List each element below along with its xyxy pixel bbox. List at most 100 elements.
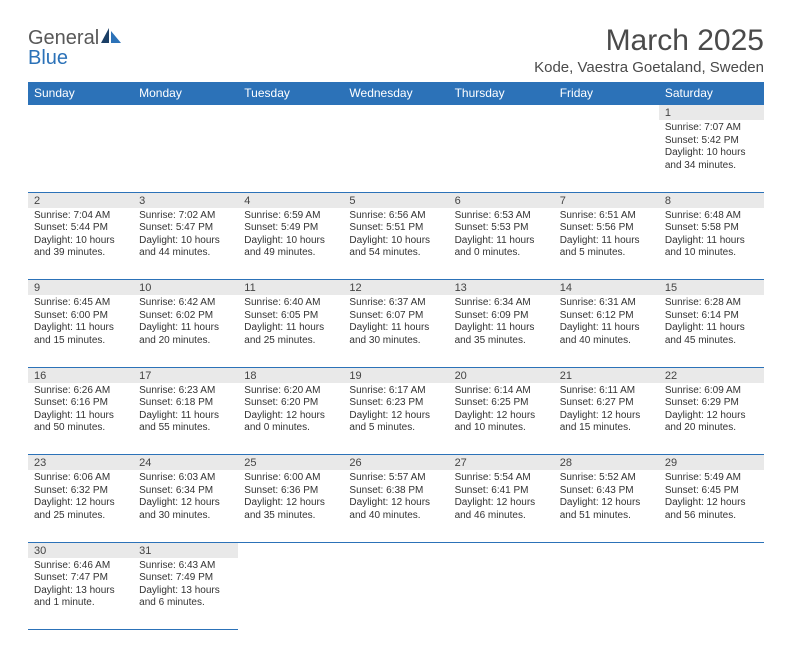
daylight-line: Daylight: 12 hours and 0 minutes. bbox=[244, 410, 337, 435]
day-number bbox=[449, 105, 554, 121]
day-number-row: 16171819202122 bbox=[28, 367, 764, 383]
day-cell-body: Sunrise: 6:03 AMSunset: 6:34 PMDaylight:… bbox=[133, 470, 238, 526]
day-cell-body: Sunrise: 7:07 AMSunset: 5:42 PMDaylight:… bbox=[659, 120, 764, 176]
day-cell: Sunrise: 6:23 AMSunset: 6:18 PMDaylight:… bbox=[133, 383, 238, 455]
day-cell-body: Sunrise: 6:46 AMSunset: 7:47 PMDaylight:… bbox=[28, 558, 133, 614]
day-number: 23 bbox=[28, 455, 133, 471]
day-number bbox=[554, 105, 659, 121]
day-number: 17 bbox=[133, 367, 238, 383]
sunset-line: Sunset: 6:09 PM bbox=[455, 310, 548, 323]
weekday-header: Saturday bbox=[659, 82, 764, 105]
sunrise-line: Sunrise: 6:06 AM bbox=[34, 472, 127, 485]
day-cell: Sunrise: 7:04 AMSunset: 5:44 PMDaylight:… bbox=[28, 208, 133, 280]
day-cell-body: Sunrise: 6:51 AMSunset: 5:56 PMDaylight:… bbox=[554, 208, 659, 264]
day-cell bbox=[133, 120, 238, 192]
day-cell: Sunrise: 6:03 AMSunset: 6:34 PMDaylight:… bbox=[133, 470, 238, 542]
daylight-line: Daylight: 12 hours and 40 minutes. bbox=[349, 497, 442, 522]
day-cell bbox=[659, 558, 764, 630]
day-cell-body: Sunrise: 6:37 AMSunset: 6:07 PMDaylight:… bbox=[343, 295, 448, 351]
day-cell-body: Sunrise: 6:34 AMSunset: 6:09 PMDaylight:… bbox=[449, 295, 554, 351]
day-number: 14 bbox=[554, 280, 659, 296]
day-cell-body: Sunrise: 6:59 AMSunset: 5:49 PMDaylight:… bbox=[238, 208, 343, 264]
sunrise-line: Sunrise: 6:37 AM bbox=[349, 297, 442, 310]
calendar-table: SundayMondayTuesdayWednesdayThursdayFrid… bbox=[28, 82, 764, 630]
day-cell: Sunrise: 7:07 AMSunset: 5:42 PMDaylight:… bbox=[659, 120, 764, 192]
sunrise-line: Sunrise: 6:40 AM bbox=[244, 297, 337, 310]
day-number: 16 bbox=[28, 367, 133, 383]
daylight-line: Daylight: 12 hours and 46 minutes. bbox=[455, 497, 548, 522]
day-cell-body: Sunrise: 6:14 AMSunset: 6:25 PMDaylight:… bbox=[449, 383, 554, 439]
sunset-line: Sunset: 6:00 PM bbox=[34, 310, 127, 323]
sunrise-line: Sunrise: 5:49 AM bbox=[665, 472, 758, 485]
daylight-line: Daylight: 10 hours and 39 minutes. bbox=[34, 235, 127, 260]
sunset-line: Sunset: 6:20 PM bbox=[244, 397, 337, 410]
daylight-line: Daylight: 11 hours and 10 minutes. bbox=[665, 235, 758, 260]
day-number bbox=[238, 542, 343, 558]
day-cell: Sunrise: 6:34 AMSunset: 6:09 PMDaylight:… bbox=[449, 295, 554, 367]
sunset-line: Sunset: 5:42 PM bbox=[665, 135, 758, 148]
sail-icon bbox=[100, 28, 122, 46]
day-cell-body: Sunrise: 6:11 AMSunset: 6:27 PMDaylight:… bbox=[554, 383, 659, 439]
sunset-line: Sunset: 6:02 PM bbox=[139, 310, 232, 323]
sunset-line: Sunset: 6:25 PM bbox=[455, 397, 548, 410]
sunrise-line: Sunrise: 5:54 AM bbox=[455, 472, 548, 485]
day-number: 7 bbox=[554, 192, 659, 208]
day-number-row: 1 bbox=[28, 105, 764, 121]
daylight-line: Daylight: 12 hours and 20 minutes. bbox=[665, 410, 758, 435]
weekday-header: Thursday bbox=[449, 82, 554, 105]
sunset-line: Sunset: 6:12 PM bbox=[560, 310, 653, 323]
day-number-row: 23242526272829 bbox=[28, 455, 764, 471]
day-number: 20 bbox=[449, 367, 554, 383]
day-content-row: Sunrise: 7:04 AMSunset: 5:44 PMDaylight:… bbox=[28, 208, 764, 280]
sunrise-line: Sunrise: 6:28 AM bbox=[665, 297, 758, 310]
day-cell bbox=[554, 120, 659, 192]
logo-part1: General bbox=[28, 27, 99, 49]
day-cell-body: Sunrise: 6:00 AMSunset: 6:36 PMDaylight:… bbox=[238, 470, 343, 526]
day-cell: Sunrise: 6:56 AMSunset: 5:51 PMDaylight:… bbox=[343, 208, 448, 280]
sunset-line: Sunset: 5:56 PM bbox=[560, 222, 653, 235]
day-cell-body: Sunrise: 5:54 AMSunset: 6:41 PMDaylight:… bbox=[449, 470, 554, 526]
daylight-line: Daylight: 11 hours and 45 minutes. bbox=[665, 322, 758, 347]
sunrise-line: Sunrise: 6:59 AM bbox=[244, 210, 337, 223]
day-cell: Sunrise: 6:48 AMSunset: 5:58 PMDaylight:… bbox=[659, 208, 764, 280]
sunset-line: Sunset: 6:07 PM bbox=[349, 310, 442, 323]
logo-text: General Blue bbox=[28, 28, 122, 68]
day-cell: Sunrise: 6:09 AMSunset: 6:29 PMDaylight:… bbox=[659, 383, 764, 455]
daylight-line: Daylight: 11 hours and 25 minutes. bbox=[244, 322, 337, 347]
sunrise-line: Sunrise: 6:23 AM bbox=[139, 385, 232, 398]
sunrise-line: Sunrise: 6:43 AM bbox=[139, 560, 232, 573]
sunset-line: Sunset: 6:27 PM bbox=[560, 397, 653, 410]
day-number bbox=[28, 105, 133, 121]
sunset-line: Sunset: 5:58 PM bbox=[665, 222, 758, 235]
sunrise-line: Sunrise: 6:26 AM bbox=[34, 385, 127, 398]
daylight-line: Daylight: 10 hours and 34 minutes. bbox=[665, 147, 758, 172]
day-cell-body: Sunrise: 5:52 AMSunset: 6:43 PMDaylight:… bbox=[554, 470, 659, 526]
daylight-line: Daylight: 12 hours and 5 minutes. bbox=[349, 410, 442, 435]
day-cell-body: Sunrise: 7:04 AMSunset: 5:44 PMDaylight:… bbox=[28, 208, 133, 264]
day-number: 24 bbox=[133, 455, 238, 471]
logo: General Blue bbox=[28, 24, 122, 68]
calendar-body: 1Sunrise: 7:07 AMSunset: 5:42 PMDaylight… bbox=[28, 105, 764, 630]
daylight-line: Daylight: 12 hours and 15 minutes. bbox=[560, 410, 653, 435]
location-subtitle: Kode, Vaestra Goetaland, Sweden bbox=[534, 59, 764, 76]
day-cell: Sunrise: 6:40 AMSunset: 6:05 PMDaylight:… bbox=[238, 295, 343, 367]
day-cell bbox=[343, 120, 448, 192]
sunrise-line: Sunrise: 6:46 AM bbox=[34, 560, 127, 573]
day-number: 2 bbox=[28, 192, 133, 208]
day-number: 21 bbox=[554, 367, 659, 383]
day-cell-body: Sunrise: 6:56 AMSunset: 5:51 PMDaylight:… bbox=[343, 208, 448, 264]
daylight-line: Daylight: 11 hours and 40 minutes. bbox=[560, 322, 653, 347]
day-cell-body: Sunrise: 6:31 AMSunset: 6:12 PMDaylight:… bbox=[554, 295, 659, 351]
day-content-row: Sunrise: 6:45 AMSunset: 6:00 PMDaylight:… bbox=[28, 295, 764, 367]
day-number: 26 bbox=[343, 455, 448, 471]
sunset-line: Sunset: 6:34 PM bbox=[139, 485, 232, 498]
sunset-line: Sunset: 7:49 PM bbox=[139, 572, 232, 585]
sunset-line: Sunset: 5:47 PM bbox=[139, 222, 232, 235]
day-cell: Sunrise: 6:51 AMSunset: 5:56 PMDaylight:… bbox=[554, 208, 659, 280]
day-cell: Sunrise: 6:17 AMSunset: 6:23 PMDaylight:… bbox=[343, 383, 448, 455]
day-cell-body: Sunrise: 6:48 AMSunset: 5:58 PMDaylight:… bbox=[659, 208, 764, 264]
day-cell-body: Sunrise: 6:23 AMSunset: 6:18 PMDaylight:… bbox=[133, 383, 238, 439]
sunrise-line: Sunrise: 7:04 AM bbox=[34, 210, 127, 223]
day-cell-body: Sunrise: 5:49 AMSunset: 6:45 PMDaylight:… bbox=[659, 470, 764, 526]
day-number: 1 bbox=[659, 105, 764, 121]
